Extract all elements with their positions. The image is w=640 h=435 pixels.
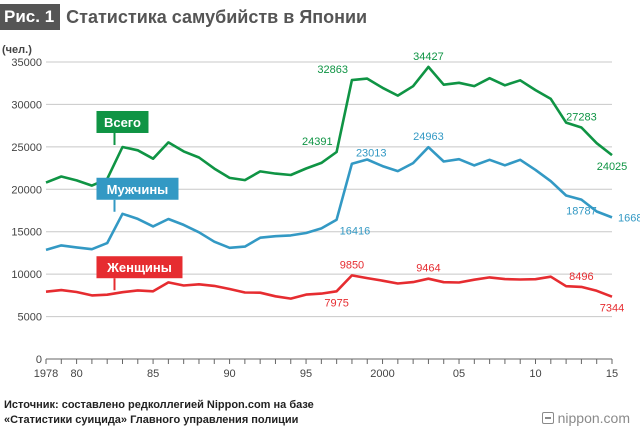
nippon-logo-icon (541, 412, 554, 424)
legend-label: Мужчины (107, 182, 169, 197)
legend-label: Женщины (106, 260, 172, 275)
x-tick-label: 2000 (370, 368, 394, 380)
nippon-logo[interactable]: nippon.com (541, 410, 630, 426)
x-tick-label: 1978 (34, 368, 58, 380)
source-note: Источник: составлено редколлегией Nippon… (4, 398, 314, 428)
data-label: 9464 (416, 263, 440, 275)
data-label: 24025 (597, 161, 628, 173)
data-label: 16416 (340, 226, 371, 238)
data-label: 24963 (413, 131, 444, 143)
chart-header: Рис. 1 Статистика самубийств в Японии (0, 4, 367, 30)
y-tick-label: 30000 (11, 99, 42, 111)
legend-box (96, 110, 149, 133)
y-tick-label: 5000 (18, 312, 42, 324)
data-label: 27283 (566, 111, 597, 123)
data-label: 8496 (569, 271, 593, 283)
x-tick-label: 85 (147, 368, 159, 380)
source-line-2: «Статистики суицида» Главного управления… (4, 414, 299, 426)
x-tick-label: 15 (606, 368, 618, 380)
x-tick-label: 95 (300, 368, 312, 380)
x-tick-label: 05 (453, 368, 465, 380)
series-line-Женщины (45, 274, 613, 300)
figure-badge: Рис. 1 (0, 4, 61, 30)
chart-title: Статистика самубийств в Японии (66, 6, 368, 27)
data-label: 7975 (324, 297, 348, 309)
x-tick-label: 80 (70, 368, 82, 380)
series-line-Мужчины (45, 145, 613, 252)
x-tick-label: 90 (223, 368, 235, 380)
logo-text: nippon.com (557, 410, 630, 426)
data-label: 9850 (340, 259, 364, 271)
y-tick-label: 25000 (11, 142, 42, 154)
data-label: 16681 (618, 212, 640, 224)
y-tick-label: 20000 (11, 184, 42, 196)
series-line-Всего (45, 65, 613, 187)
legend-label: Всего (104, 115, 141, 130)
data-label: 23013 (356, 148, 387, 160)
y-tick-label: 0 (36, 354, 42, 366)
data-label: 18787 (566, 206, 597, 218)
source-line-1: Источник: составлено редколлегией Nippon… (4, 399, 314, 411)
y-axis-label: (чел.) (2, 44, 32, 56)
x-tick-label: 10 (529, 368, 541, 380)
legend-box (96, 256, 183, 279)
y-tick-label: 10000 (11, 269, 42, 281)
y-tick-label: 35000 (11, 57, 42, 69)
line-chart: 0 5000 10000 15000 20000 25000 30000 35000(чел.… (2, 44, 640, 380)
y-tick-label: 15000 (11, 227, 42, 239)
data-label: 32863 (317, 64, 348, 76)
data-label: 34427 (413, 51, 444, 63)
legend-box (96, 177, 179, 200)
data-label: 24391 (302, 136, 333, 148)
data-label: 7344 (600, 303, 624, 315)
